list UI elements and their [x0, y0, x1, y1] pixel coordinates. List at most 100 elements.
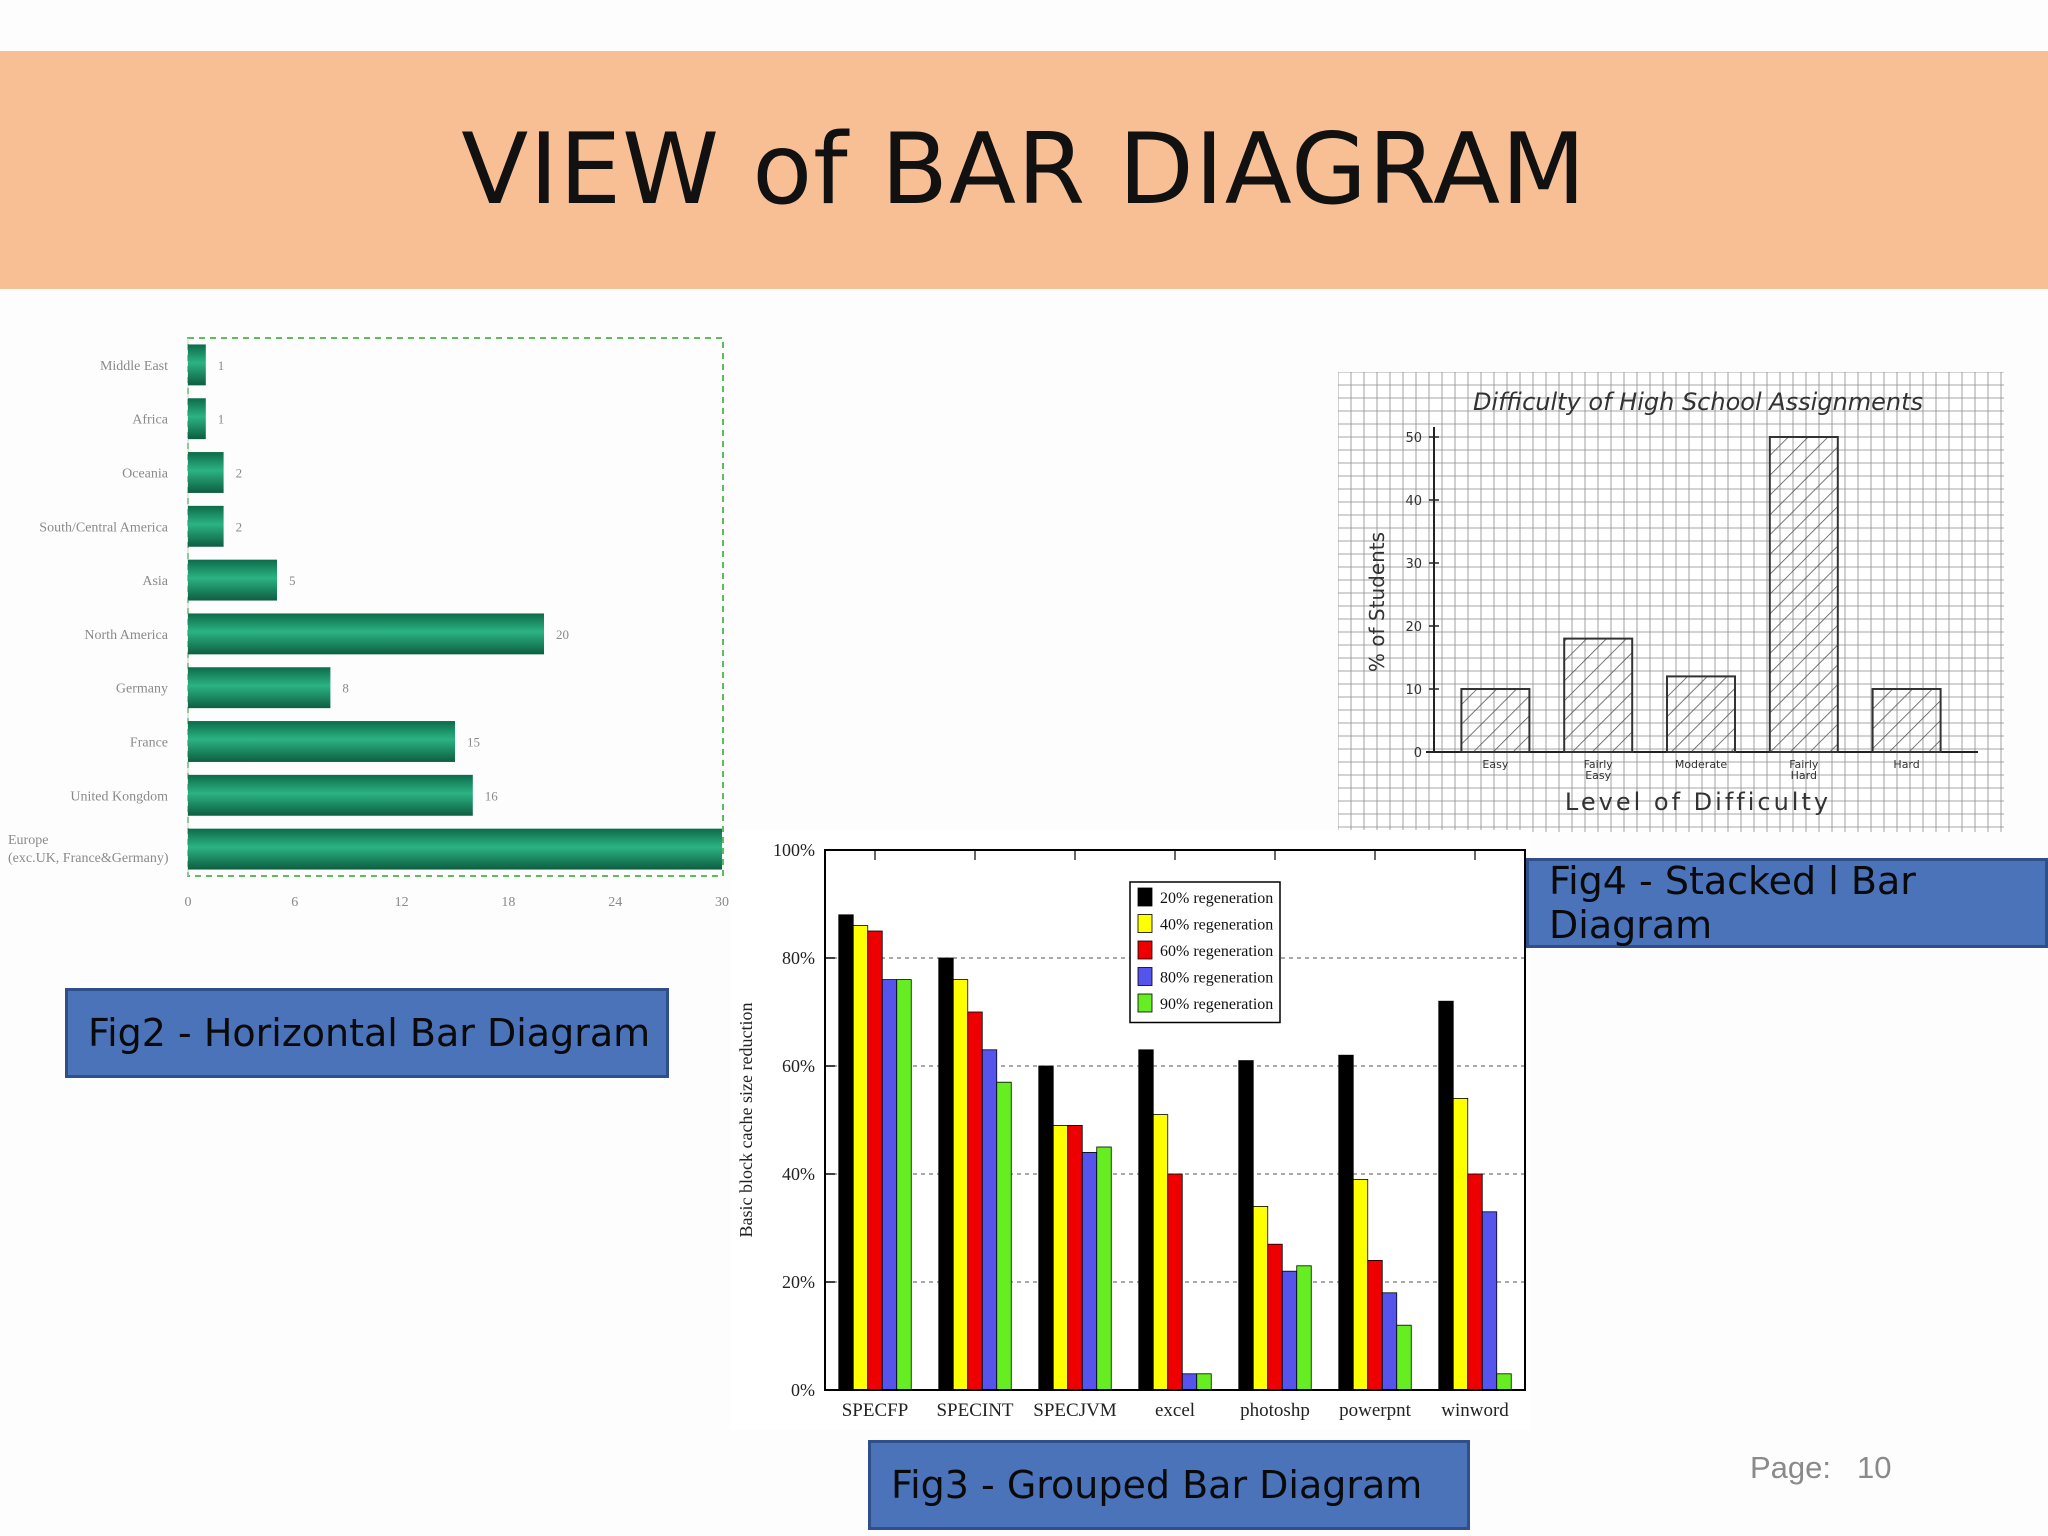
bar: [981, 1049, 998, 1391]
y-tick-label: 50: [1405, 431, 1422, 446]
x-tick-label: Easy: [1585, 769, 1611, 782]
page-number: 10: [1857, 1450, 1892, 1485]
bar: [1666, 675, 1736, 753]
hatched-bar-chart: 0 10 20 30 40 50 % of Students Difficulty of Hi…: [1338, 372, 2004, 832]
x-tick-label: Fairly: [1584, 758, 1614, 771]
bar: [188, 452, 224, 493]
bar: [188, 398, 206, 440]
bar: [838, 914, 854, 1391]
bar: [1460, 688, 1531, 753]
data-label: 1: [218, 358, 225, 373]
data-label: 15: [467, 735, 480, 750]
category-label: Middle East: [100, 359, 168, 374]
category-label: United Kongdom: [70, 789, 168, 804]
bar: [938, 957, 954, 1391]
y-tick-label: 80%: [782, 948, 815, 968]
legend-swatch: [1137, 967, 1153, 986]
x-axis-title: Level of Difficulty: [1565, 788, 1831, 816]
legend-swatch: [1137, 940, 1153, 960]
bar: [188, 667, 331, 709]
legend-label: 40% regeneration: [1160, 917, 1273, 934]
bar: [952, 979, 969, 1391]
x-tick-label: excel: [1155, 1400, 1195, 1421]
legend-swatch: [1137, 914, 1153, 933]
bar: [1352, 1178, 1369, 1391]
x-tick-label: 18: [501, 895, 515, 910]
data-label: 8: [342, 681, 349, 696]
bar: [996, 1081, 1012, 1391]
x-tick-label: 6: [291, 895, 298, 910]
category-label: Africa: [132, 413, 169, 428]
bar: [967, 1011, 983, 1391]
bar: [1267, 1243, 1283, 1391]
bar: [1452, 1097, 1469, 1391]
bar: [1768, 436, 1839, 753]
bar: [881, 979, 898, 1391]
bar: [1338, 1054, 1354, 1391]
bar: [188, 344, 206, 386]
bar: [1496, 1373, 1512, 1391]
category-label: Germany: [116, 682, 168, 697]
legend-label: 60% regeneration: [1160, 943, 1273, 960]
bar: [1252, 1205, 1269, 1391]
slide-title: VIEW of BAR DIAGRAM: [461, 113, 1587, 227]
bar: [1238, 1060, 1254, 1391]
y-tick-label: 100%: [773, 840, 815, 860]
bar: [188, 505, 224, 547]
bar: [852, 925, 869, 1391]
legend-swatch: [1137, 887, 1153, 907]
x-tick-label: Fairly: [1789, 758, 1819, 771]
x-tick-label: Easy: [1482, 758, 1508, 771]
data-label: 2: [236, 466, 243, 481]
bar: [1152, 1114, 1169, 1391]
y-tick-label: 40%: [782, 1164, 815, 1184]
y-tick-label: 60%: [782, 1056, 815, 1076]
x-tick-label: powerpnt: [1339, 1400, 1411, 1421]
x-tick-label: Hard: [1791, 769, 1817, 782]
bar: [1438, 1000, 1454, 1391]
y-tick-label: 0%: [791, 1380, 815, 1400]
y-tick-label: 20: [1405, 620, 1422, 635]
bar: [1138, 1049, 1154, 1391]
x-tick-label: winword: [1441, 1400, 1509, 1421]
y-tick-label: 40: [1405, 494, 1422, 509]
fig3-caption: Fig3 - Grouped Bar Diagram: [868, 1440, 1470, 1530]
category-label: North America: [84, 628, 168, 643]
bar: [1167, 1173, 1183, 1391]
data-label: 2: [236, 519, 243, 534]
bar: [867, 930, 883, 1391]
bar: [1038, 1065, 1054, 1391]
data-label: 1: [218, 412, 225, 427]
plot-frame: [824, 849, 1526, 1391]
bar: [1096, 1146, 1112, 1391]
bar: [1396, 1324, 1412, 1391]
category-label: Europe: [8, 833, 48, 848]
grouped-bar-chart: 0% 20% 40% 60% 80% 100% Basic block cache size…: [730, 830, 1530, 1430]
bar: [896, 979, 912, 1391]
y-tick-label: 30: [1405, 557, 1422, 572]
bar: [188, 721, 455, 762]
legend-swatch: [1137, 993, 1153, 1013]
legend-box: [1129, 881, 1281, 1024]
bar: [1467, 1173, 1483, 1391]
y-tick-label: 20%: [782, 1272, 815, 1292]
category-label: (exc.UK, France&Germany): [8, 851, 169, 866]
data-label: 20: [556, 627, 569, 642]
category-label: Asia: [142, 574, 168, 589]
bar: [188, 774, 473, 816]
x-tick-label: Hard: [1893, 758, 1919, 771]
y-tick-label: 0: [1414, 746, 1422, 761]
bar: [1081, 1151, 1098, 1391]
y-axis-title: Basic block cache size reduction: [736, 1003, 756, 1238]
legend-label: 90% regeneration: [1160, 996, 1273, 1013]
legend-label: 80% regeneration: [1160, 970, 1273, 987]
bar: [1367, 1259, 1383, 1391]
bar: [1067, 1124, 1083, 1391]
x-tick-label: SPECJVM: [1033, 1400, 1117, 1421]
title-band: VIEW of BAR DIAGRAM: [0, 51, 2048, 289]
fig4-caption: Fig4 - Stacked l Bar Diagram: [1526, 858, 2048, 948]
data-label: 16: [485, 788, 499, 803]
x-tick-label: 12: [395, 895, 409, 910]
bar: [1871, 688, 1942, 753]
category-label: Oceania: [122, 467, 169, 482]
